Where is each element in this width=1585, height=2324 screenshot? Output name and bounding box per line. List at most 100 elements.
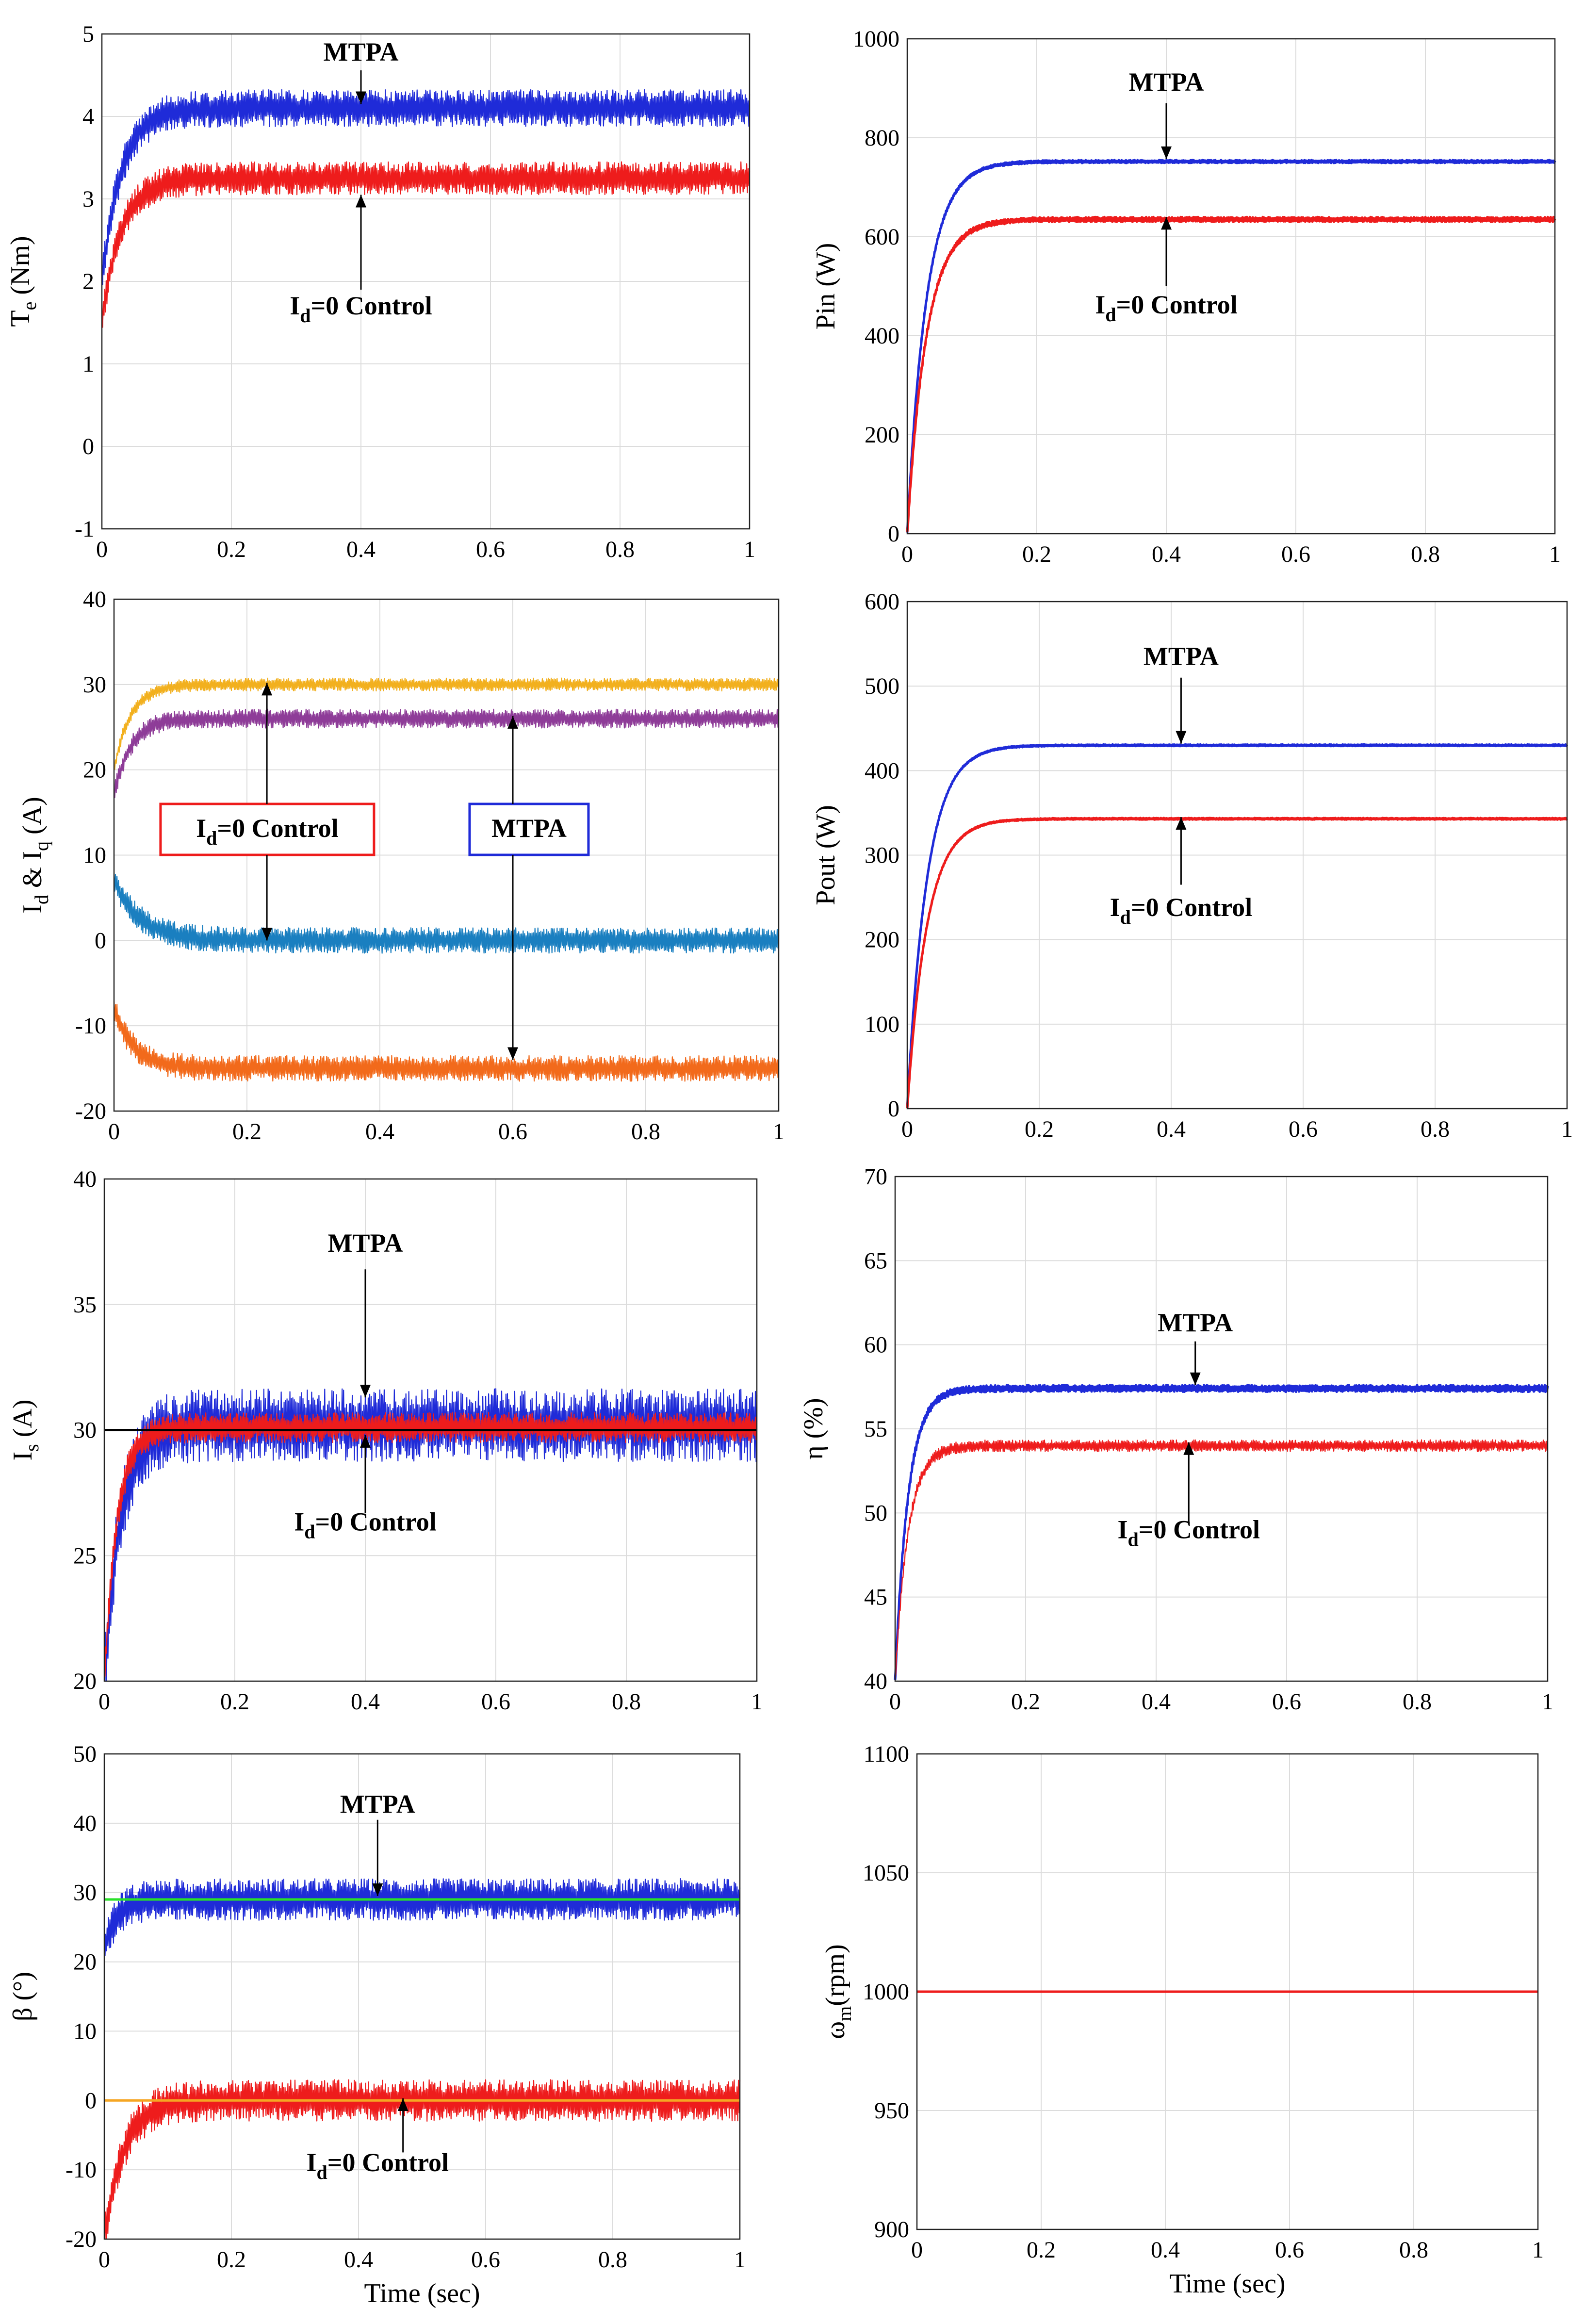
chart-pout: 0 0.2 0.4 0.6 0.8 1 0 100 200 300 400 500 600 Pout (W… [811,589,1573,1142]
y-axis-label-main: ω [820,2021,850,2039]
y-tick-label: 4 [82,104,94,130]
y-axis-label-sub: e [18,302,40,311]
y-tick-label: 0 [888,521,899,547]
chart-eta: 0 0.2 0.4 0.6 0.8 1 40 45 50 55 60 65 70 η (%) MTPA Id=… [799,1164,1553,1715]
x-tick-label: 0.2 [232,1119,261,1145]
arrow-head [1183,1442,1194,1455]
y-tick-label: 55 [864,1416,887,1442]
mtpa-annotation: MTPA [1129,67,1204,97]
id0-sub: d [317,2161,327,2183]
y-tick-label: 50 [864,1500,887,1526]
mtpa-box [468,802,590,856]
series-line-purple [113,708,780,799]
series-line-yellow [113,677,780,770]
x-tick-label: 0.4 [1157,1116,1186,1142]
y-tick-label: 1100 [864,1741,909,1767]
plot-area [907,39,1555,534]
y-tick-label: 3 [82,186,94,212]
y-tick-label: 30 [73,1880,97,1906]
y-tick-label: 65 [864,1248,887,1274]
series-line-blue [103,1388,758,1682]
arrow-head [356,195,366,208]
chart-beta: 0 0.2 0.4 0.6 0.8 1 -20 -10 0 10 20 30 40 50 β (°) Time… [8,1741,746,2308]
id0-sub: d [304,1521,315,1543]
x-tick-label: 1 [773,1119,784,1145]
y-axis-label-main: η (%) [799,1398,829,1459]
series-line-blue [103,1878,741,1956]
x-tick-label: 0.8 [612,1689,641,1715]
id0-control-box [159,802,376,856]
id0-control-annotation: Id=0 Control [307,2148,449,2183]
y-tick-label: 60 [864,1332,887,1358]
x-tick-label: 1 [1549,541,1561,567]
y-tick-label: 0 [95,928,106,953]
x-tick-label: 0.4 [351,1689,380,1715]
arrow-head [356,91,366,104]
id0-main: I [290,291,300,320]
x-tick-label: 0.6 [498,1119,527,1145]
y-axis-label-mid: & I [17,851,48,895]
x-tick-label: 0.4 [344,2247,373,2273]
chart-idq: 0 0.2 0.4 0.6 0.8 1 -20 -10 0 10 20 30 40 Id & Iq (A)… [17,587,784,1145]
y-tick-label: 1000 [853,26,899,52]
x-tick-label: 0.2 [217,537,246,562]
x-tick-label: 0 [901,541,913,567]
y-tick-label: 25 [73,1543,97,1569]
series-line-blue [906,159,1556,533]
y-axis-label-sub: s [21,1444,43,1452]
id0-sub: d [1105,304,1116,326]
plot-frame [906,38,1556,535]
x-tick-label: 1 [1542,1689,1553,1715]
series-line-blue [101,89,751,285]
y-axis-label-main: Pin (W) [811,243,841,330]
y-axis-label: Te (Nm) [5,236,40,327]
x-tick-label: 0.2 [1027,2237,1056,2263]
x-tick-label: 0.6 [1275,2237,1304,2263]
plot-frame [103,1178,758,1682]
arrow-head [507,716,518,729]
y-axis-label-main: T [5,310,35,327]
y-tick-label: 2 [82,269,94,295]
series-line-blue [894,1384,1549,1680]
y-axis-label-rest: (rpm) [820,1944,850,2006]
id0-control-annotation: Id=0 Control [196,814,339,849]
y-axis-label: Id & Iq (A) [17,797,52,914]
y-tick-label: 40 [864,1669,887,1694]
y-tick-label: -20 [65,2226,97,2252]
series-line-red [103,1412,758,1677]
arrow-head [1161,217,1172,230]
chart-pin: 0 0.2 0.4 0.6 0.8 1 0 200 400 600 800 1000 Pin (W) MT… [811,26,1561,567]
id0-rest: =0 Control [1139,1515,1260,1544]
x-tick-label: 0.8 [598,2247,627,2273]
y-tick-label: 200 [865,422,899,448]
x-tick-label: 0 [98,1689,110,1715]
y-tick-label: 10 [73,2018,97,2044]
y-tick-label: 50 [73,1741,97,1767]
x-axis-label: Time (sec) [1169,2269,1285,2299]
plot-frame [103,1753,741,2240]
y-axis-label-main: Pout (W) [811,805,841,905]
y-axis-label-main: I [8,1452,38,1461]
y-tick-label: -1 [75,516,94,542]
arrow-head [261,683,273,696]
series-line-red [906,817,1568,1109]
plot-frame [101,33,751,530]
arrow-head [1190,1372,1201,1385]
arrow-head [1176,731,1187,744]
x-tick-label: 0 [889,1689,901,1715]
series-line-red [101,161,751,328]
y-axis-label: Pout (W) [811,805,841,905]
id0-main: I [1095,290,1105,319]
x-tick-label: 0 [911,2237,923,2263]
arrow-head [397,2098,409,2111]
series-line-red [906,215,1556,532]
y-tick-label: 70 [864,1164,887,1190]
id0-control-annotation: Id=0 Control [1117,1515,1260,1550]
id0-sub: d [1127,1528,1138,1550]
series-line-red [103,2079,741,2240]
id0-main: I [1110,893,1120,922]
mtpa-annotation: MTPA [491,814,567,843]
y-axis-label: ωm(rpm) [820,1944,855,2039]
y-axis-label-sub2: q [31,841,52,851]
y-tick-label: 5 [82,21,94,47]
